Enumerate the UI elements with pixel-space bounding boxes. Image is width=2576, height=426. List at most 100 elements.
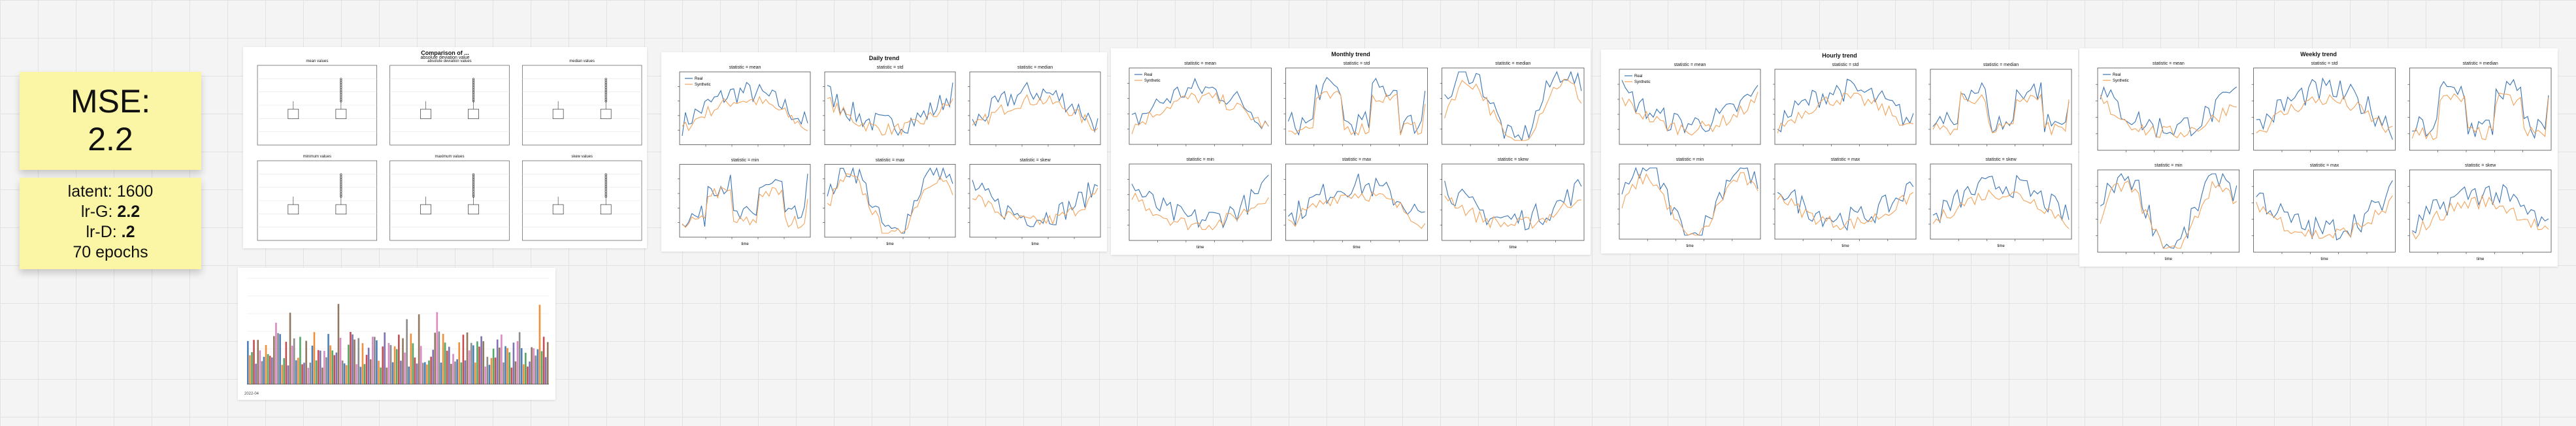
histogram-bar [516,341,519,384]
daily-subplot: Real Synthetic [678,71,811,147]
histogram-svg [247,278,549,385]
histogram-bar [406,319,408,384]
daily-trend-image[interactable]: Daily trend Real Synthetic time time time sta… [661,52,1107,252]
histogram-bar [544,357,547,384]
legend-real-label: Real [1634,74,1642,78]
histogram-bar [460,362,463,384]
mse-sticky-note[interactable]: MSE: 2.2 [20,72,201,170]
monthly-subplot-title: statistic = skew [1497,157,1528,162]
monthly-plots-svg: Real Synthetic time time time [1127,67,1585,250]
histogram-bar [361,343,364,384]
hourly-subplot [1773,69,1917,146]
histogram-bar [424,362,426,384]
histogram-bar [410,333,412,384]
weekly-subplot-title: statistic = mean [2152,61,2185,66]
histogram-bar [454,361,456,384]
histogram-bar [355,364,357,384]
lr-g-text: lr-G: 2.2 [80,203,140,221]
histogram-bar [279,334,281,384]
boxplot-subplot-title: absolute deviation values [427,59,472,63]
hourly-subplot-title: statistic = mean [1674,63,1706,67]
histogram-bar [317,350,320,384]
monthly-subplot-title: statistic = min [1186,157,1214,162]
histogram-bar [428,360,430,384]
histogram-bar [482,341,485,384]
daily-xlabel: time [886,242,894,246]
hourly-subplot-title: statistic = max [1830,157,1860,162]
histogram-bar [506,348,508,384]
histogram-bar [501,334,503,384]
boxplot-comparison-image[interactable]: Comparison of ... absolute deviation val… [243,47,647,248]
histogram-bar [470,342,472,384]
histogram-bar [374,336,376,384]
histogram-bar [444,342,446,384]
histogram-bar [287,365,289,384]
weekly-subplot-title: statistic = min [2155,163,2183,168]
histogram-bar [525,352,527,384]
daily-subplot [968,71,1101,147]
histogram-bar [450,363,452,384]
hourly-subplot: time [1773,163,1917,248]
histogram-bar [384,332,386,384]
params-sticky-note[interactable]: latent: 1600 lr-G: 2.2 lr-D: .2 70 epoch… [20,178,201,269]
weekly-subplot-title: statistic = skew [2465,163,2496,168]
lr-d-text: lr-D: .2 [86,223,135,241]
histogram-bar [297,357,299,384]
histogram-bar [309,362,312,384]
monthly-trend-image[interactable]: Monthly trend Real Synthetic time time time s… [1111,48,1591,255]
histogram-bar [527,367,529,384]
histogram-bar [537,349,539,384]
histogram-bar [265,345,267,384]
histogram-bar [285,342,288,384]
histogram-bar [446,350,448,384]
histogram-bar [311,346,314,384]
histogram-bar [486,357,489,384]
hourly-subplot: Real Synthetic [1617,69,1761,146]
histogram-bar [472,345,474,384]
histogram-bar [249,355,251,384]
histogram-bar [257,340,259,384]
histogram-bar [442,334,444,384]
histogram-bar [319,350,322,384]
histogram-bar [293,338,295,384]
monthly-xlabel: time [1510,246,1517,250]
histogram-image[interactable]: 2022-04 [238,268,555,400]
histogram-bar [303,363,305,384]
histogram-bar [271,357,273,384]
histogram-bar [476,341,478,384]
histogram-bar [372,336,374,384]
histogram-bar [389,345,392,384]
daily-trend-title: Daily trend [868,55,900,61]
histogram-bar [263,357,265,384]
weekly-trend-image[interactable]: Weekly trend Real Synthetic time time time st… [2079,48,2558,267]
histogram-bar [466,332,469,384]
legend-real-label: Real [2113,73,2121,77]
legend-synthetic-label: Synthetic [1634,80,1651,84]
histogram-bar [376,340,378,384]
histogram-bar [247,340,249,384]
epochs-text: 70 epochs [73,243,148,261]
monthly-xlabel: time [1353,246,1361,250]
histogram-bar [350,332,352,384]
histogram-bar [343,363,346,384]
histogram-bar [307,367,310,384]
boxplot-subplot [389,65,510,146]
monthly-subplot-title: statistic = max [1342,157,1372,162]
histogram-bar [458,342,461,384]
histogram-bar [289,312,291,384]
hourly-trend-image[interactable]: Hourly trend Real Synthetic time time time st… [1601,50,2078,254]
histogram-bar [345,365,348,384]
histogram-bar [395,349,398,384]
histogram-bar [295,360,297,384]
histogram-bar [398,335,400,384]
boxplot-subplot [521,65,642,146]
boxplot-subplot [521,160,642,241]
histogram-bar [546,342,549,384]
histogram-bar [313,332,316,384]
hourly-xlabel: time [1841,244,1849,248]
boxplot-subplot-title: maximum values [435,155,465,159]
weekly-subplot: Real Synthetic [2096,67,2240,152]
weekly-subplot: time [2096,169,2240,261]
hourly-xlabel: time [1686,244,1694,248]
daily-subplot: time [823,164,956,246]
